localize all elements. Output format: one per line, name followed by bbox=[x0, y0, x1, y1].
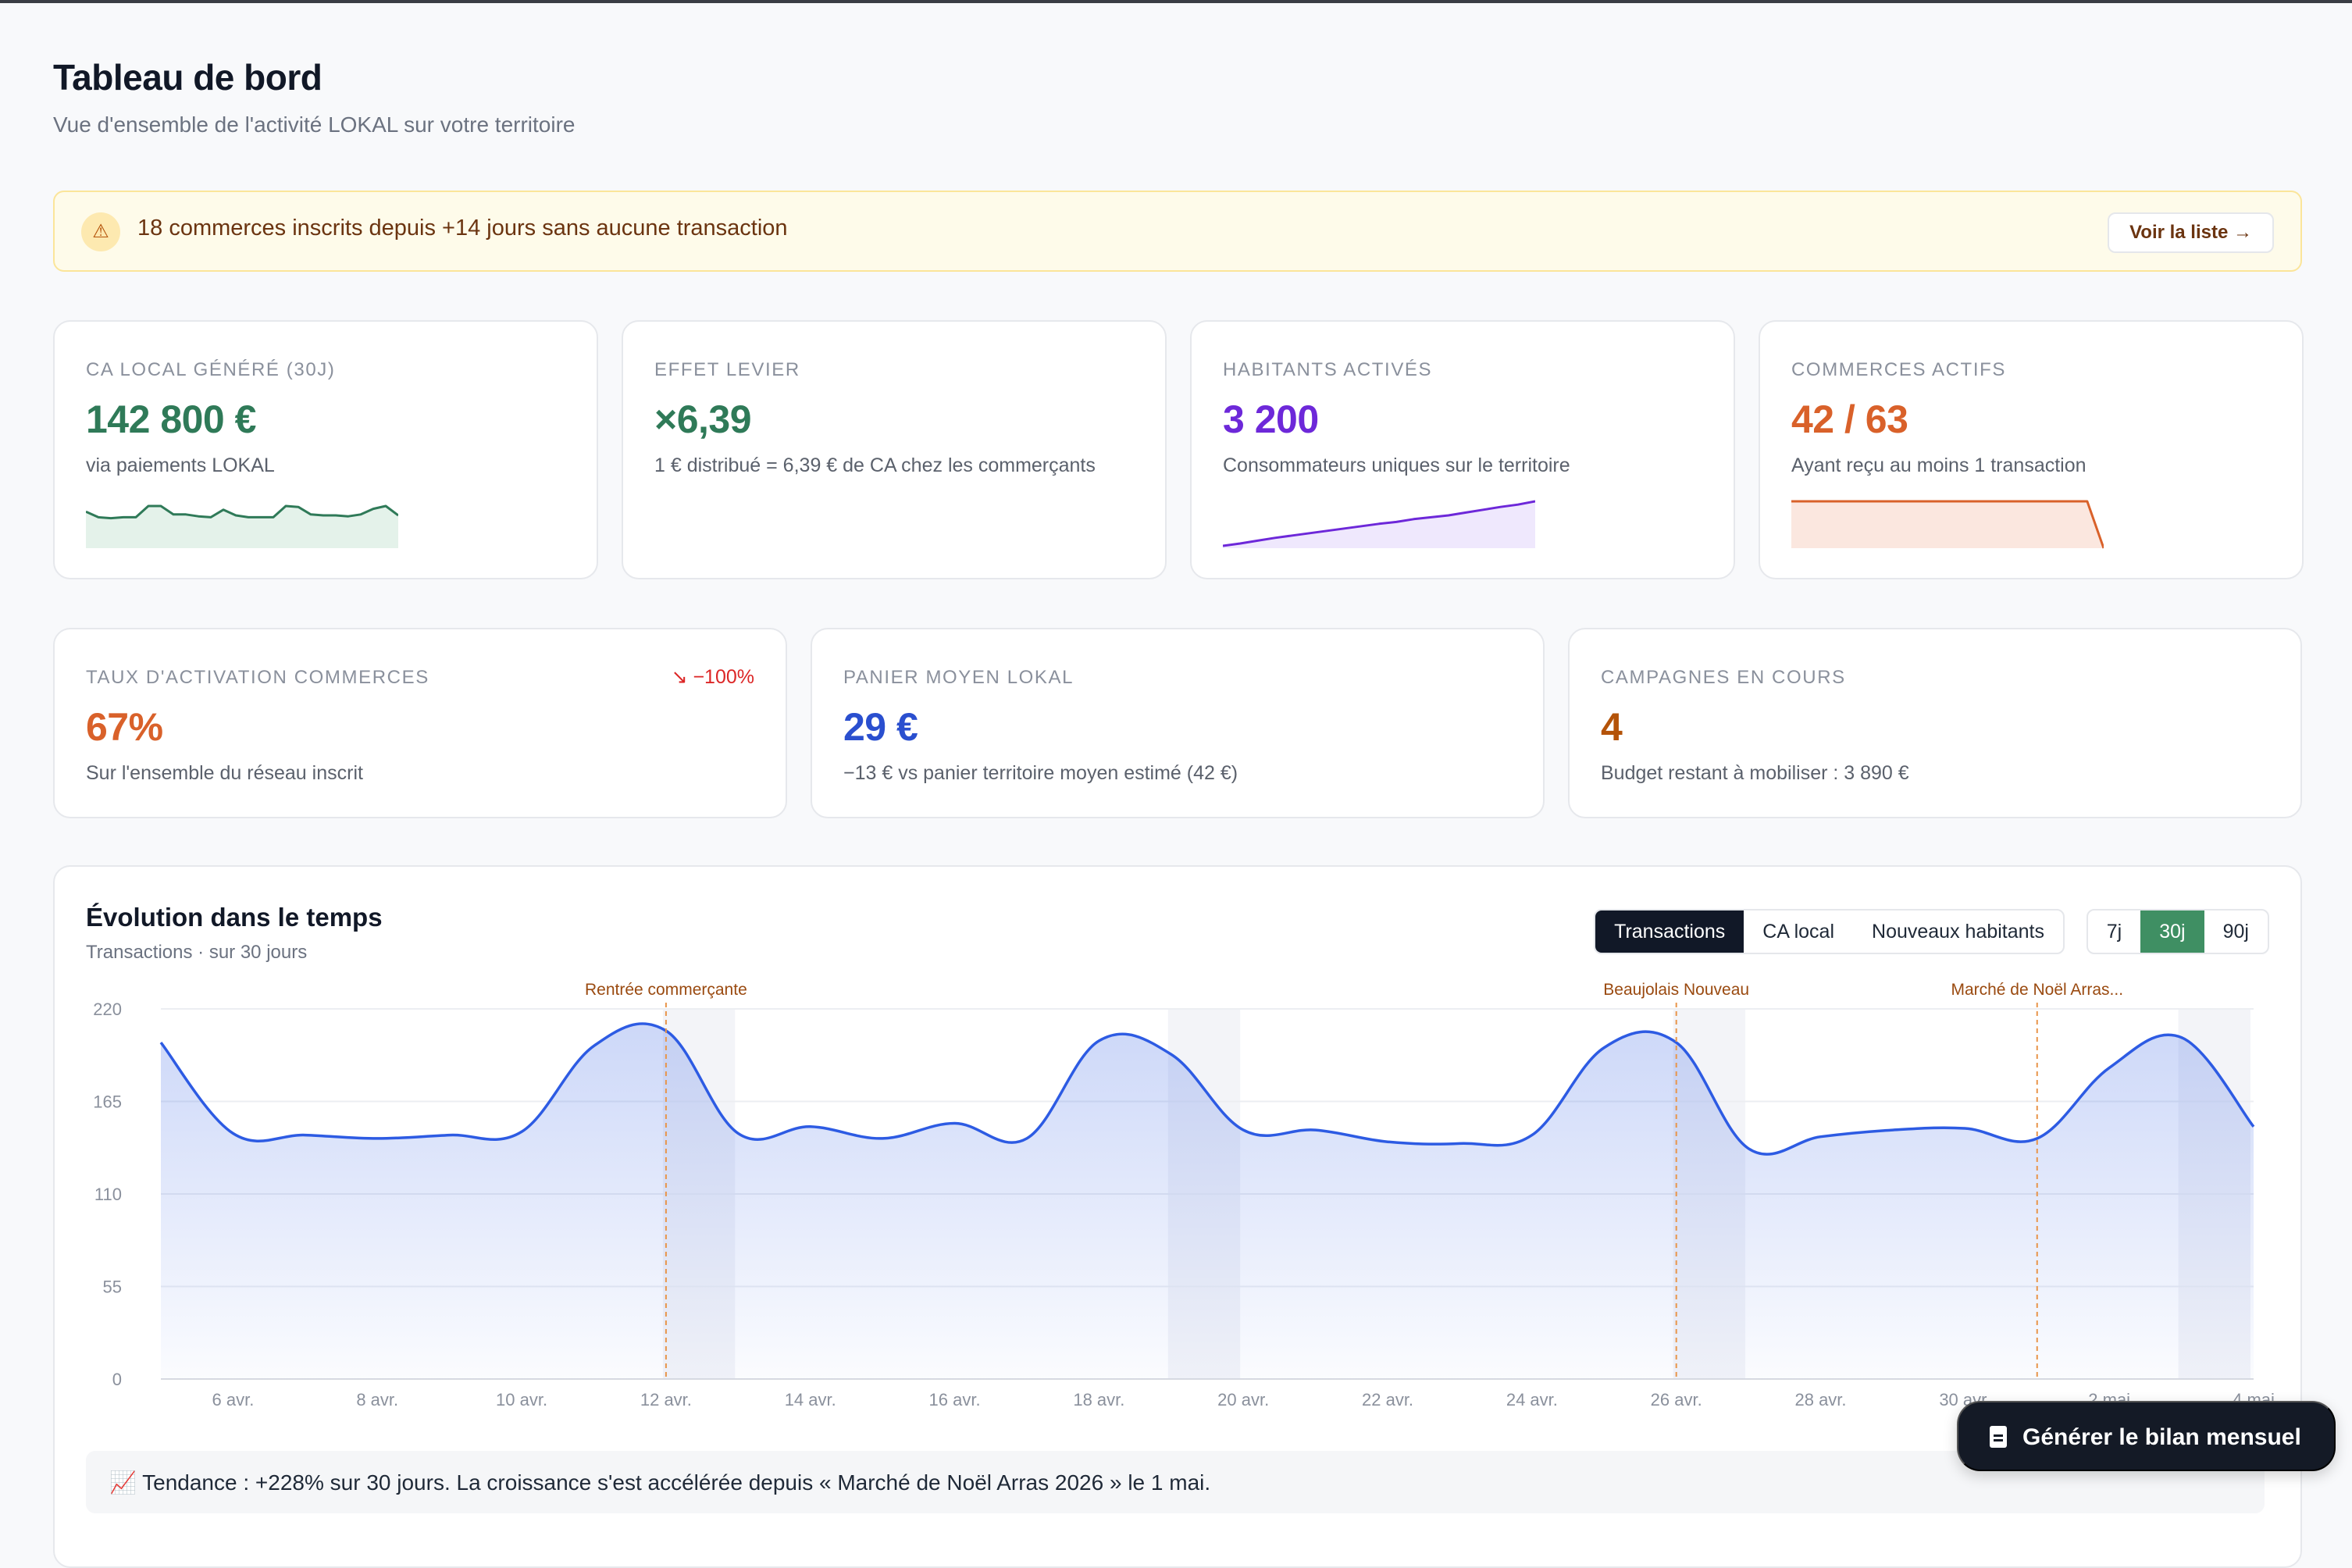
kpi-value: 4 bbox=[1601, 705, 1623, 749]
inactive-merchants-alert: ⚠ 18 commerces inscrits depuis +14 jours… bbox=[53, 191, 2302, 272]
kpi-card-leverage: Effet levier ×6,39 1 € distribué = 6,39 … bbox=[622, 320, 1167, 579]
kpi-card-residents: Habitants activés 3 200 Consommateurs un… bbox=[1190, 320, 1735, 579]
kpi-value: 29 € bbox=[843, 705, 918, 749]
kpi-label: CA local généré (30j) bbox=[86, 359, 336, 380]
y-tick-label: 0 bbox=[112, 1370, 122, 1389]
kpi-value: 3 200 bbox=[1223, 397, 1319, 441]
x-tick-label: 12 avr. bbox=[640, 1390, 692, 1409]
x-tick-label: 16 avr. bbox=[929, 1390, 981, 1409]
period-90-days[interactable]: 90j bbox=[2222, 921, 2249, 943]
kpi-label: Taux d'activation commerces bbox=[86, 667, 429, 688]
generate-monthly-report-button[interactable]: Générer le bilan mensuel bbox=[1957, 1401, 2336, 1471]
x-tick-label: 10 avr. bbox=[496, 1390, 547, 1409]
revenue-sparkline-area bbox=[86, 506, 398, 548]
trend-summary-box: 📈 Tendance : +228% sur 30 jours. La croi… bbox=[86, 1451, 2265, 1513]
tab-local-revenue[interactable]: CA local bbox=[1762, 921, 1835, 943]
kpi-value: 142 800 € bbox=[86, 397, 256, 441]
trend-summary-text: 📈 Tendance : +228% sur 30 jours. La croi… bbox=[109, 1470, 1211, 1495]
x-tick-label: 28 avr. bbox=[1794, 1390, 1846, 1409]
kpi-value: 67% bbox=[86, 705, 163, 749]
generate-report-label: Générer le bilan mensuel bbox=[2022, 1424, 2301, 1450]
chart-subtitle: Transactions · sur 30 jours bbox=[86, 942, 308, 963]
kpi-card-average-basket: Panier moyen LOKAL 29 € −13 € vs panier … bbox=[811, 628, 1545, 818]
x-tick-label: 14 avr. bbox=[785, 1390, 836, 1409]
kpi-subtitle: 1 € distribué = 6,39 € de CA chez les co… bbox=[654, 454, 1096, 476]
y-tick-label: 110 bbox=[94, 1185, 122, 1204]
kpi-label: Effet levier bbox=[654, 359, 800, 380]
x-tick-label: 26 avr. bbox=[1651, 1390, 1702, 1409]
kpi-subtitle: Budget restant à mobiliser : 3 890 € bbox=[1601, 762, 1909, 784]
y-tick-label: 220 bbox=[93, 1000, 122, 1019]
page-title: Tableau de bord bbox=[53, 57, 323, 98]
period-selector: 7j 30j 90j bbox=[2086, 909, 2269, 954]
warning-icon: ⚠ bbox=[81, 212, 120, 251]
kpi-label: Panier moyen LOKAL bbox=[843, 667, 1074, 688]
kpi-subtitle: Sur l'ensemble du réseau inscrit bbox=[86, 762, 363, 784]
kpi-value: 42 / 63 bbox=[1791, 397, 1908, 441]
x-tick-label: 8 avr. bbox=[356, 1390, 398, 1409]
kpi-card-activation-rate: Taux d'activation commerces ↘ −100% 67% … bbox=[53, 628, 787, 818]
x-tick-label: 6 avr. bbox=[212, 1390, 255, 1409]
y-tick-label: 55 bbox=[103, 1278, 122, 1297]
period-30-days[interactable]: 30j bbox=[2140, 911, 2204, 953]
kpi-subtitle: via paiements LOKAL bbox=[86, 454, 275, 476]
kpi-value: ×6,39 bbox=[654, 397, 752, 441]
event-label: Rentrée commerçante bbox=[585, 981, 747, 999]
kpi-subtitle: Consommateurs uniques sur le territoire bbox=[1223, 454, 1570, 476]
alert-text: 18 commerces inscrits depuis +14 jours s… bbox=[137, 216, 788, 241]
kpi-card-campaigns: Campagnes en cours 4 Budget restant à mo… bbox=[1568, 628, 2302, 818]
residents-sparkline-line bbox=[1223, 500, 1535, 547]
revenue-sparkline bbox=[86, 504, 398, 548]
x-tick-label: 24 avr. bbox=[1506, 1390, 1558, 1409]
period-7-days[interactable]: 7j bbox=[2106, 921, 2122, 943]
residents-sparkline bbox=[1223, 500, 1535, 548]
event-label: Beaujolais Nouveau bbox=[1603, 981, 1749, 999]
tab-transactions[interactable]: Transactions bbox=[1595, 911, 1744, 953]
x-tick-label: 18 avr. bbox=[1073, 1390, 1124, 1409]
revenue-sparkline-line bbox=[86, 504, 398, 520]
transactions-area-chart: 0 55 110 165 220 Rentrée commerçante Beaujolai… bbox=[93, 981, 2275, 1409]
tab-new-residents[interactable]: Nouveaux habitants bbox=[1872, 921, 2044, 943]
merchants-sparkline-line bbox=[1791, 500, 2104, 549]
chart-title: Évolution dans le temps bbox=[86, 903, 383, 932]
kpi-label: Commerces actifs bbox=[1791, 359, 2006, 380]
page-subtitle: Vue d'ensemble de l'activité LOKAL sur v… bbox=[53, 112, 576, 137]
kpi-subtitle: −13 € vs panier territoire moyen estimé … bbox=[843, 762, 1238, 784]
metric-selector: Transactions CA local Nouveaux habitants bbox=[1594, 909, 2065, 954]
transactions-area bbox=[161, 1023, 2254, 1379]
document-icon bbox=[1990, 1426, 2007, 1448]
transactions-line bbox=[159, 1022, 2255, 1156]
y-tick-label: 165 bbox=[93, 1092, 122, 1112]
kpi-subtitle: Ayant reçu au moins 1 transaction bbox=[1791, 454, 2087, 476]
merchants-sparkline bbox=[1791, 500, 2104, 549]
window-top-border bbox=[0, 0, 2352, 3]
x-tick-label: 20 avr. bbox=[1217, 1390, 1269, 1409]
kpi-label: Habitants activés bbox=[1223, 359, 1433, 380]
evolution-chart-card: Évolution dans le temps Transactions · s… bbox=[53, 865, 2302, 1568]
merchants-sparkline-area bbox=[1791, 501, 2104, 548]
kpi-card-active-merchants: Commerces actifs 42 / 63 Ayant reçu au m… bbox=[1759, 320, 2304, 579]
view-list-button[interactable]: Voir la liste → bbox=[2108, 212, 2274, 253]
kpi-label: Campagnes en cours bbox=[1601, 667, 1846, 688]
kpi-card-local-revenue: CA local généré (30j) 142 800 € via paie… bbox=[53, 320, 598, 579]
x-tick-label: 22 avr. bbox=[1362, 1390, 1413, 1409]
event-label: Marché de Noël Arras... bbox=[1951, 981, 2123, 999]
trend-down-badge: ↘ −100% bbox=[671, 666, 754, 688]
